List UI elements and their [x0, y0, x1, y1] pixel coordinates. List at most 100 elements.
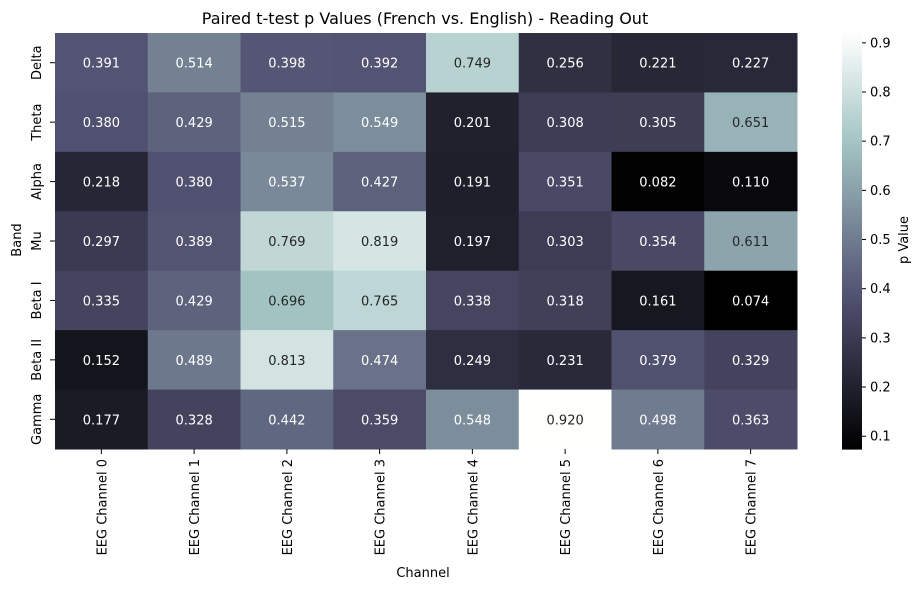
cell-value-label: 0.398: [268, 57, 305, 72]
colorbar-segment: [842, 272, 862, 275]
cell-value-label: 0.548: [454, 413, 491, 428]
colorbar-segment: [842, 82, 862, 86]
heatmap-cell: [147, 211, 241, 272]
heatmap-cell: [426, 389, 520, 450]
heatmap-cell: [147, 33, 241, 93]
heatmap-cell: [426, 330, 520, 391]
colorbar-segment: [842, 313, 862, 317]
colorbar-segment: [842, 93, 862, 96]
colorbar-label: p Value: [897, 216, 912, 264]
colorbar-segment: [842, 95, 862, 99]
colorbar-segment: [842, 151, 862, 155]
colorbar-segment: [842, 421, 862, 425]
heatmap-cell: [704, 270, 798, 331]
colorbar-segment: [842, 247, 862, 250]
heatmap-cell: [333, 389, 427, 450]
heatmap-cell: [333, 270, 427, 331]
colorbar-segment: [842, 103, 862, 107]
colorbar-segment: [842, 307, 862, 311]
colorbar-segment: [842, 245, 862, 248]
colorbar-segment: [842, 118, 862, 121]
heatmap-cell: [611, 330, 705, 391]
colorbar-segment: [842, 55, 862, 59]
colorbar-segment: [842, 432, 862, 436]
colorbar-segment: [842, 166, 862, 169]
colorbar-segment: [842, 274, 862, 277]
colorbar-segment: [842, 149, 862, 153]
heatmap-cell: [333, 330, 427, 391]
colorbar-segment: [842, 37, 862, 40]
heatmap-cell: [704, 92, 798, 153]
heatmap-cell: [147, 270, 241, 331]
heatmap-cell: [518, 270, 612, 331]
colorbar-segment: [842, 282, 862, 286]
colorbar-segment: [842, 322, 862, 325]
colorbar-segment: [842, 268, 862, 271]
colorbar-segment: [842, 130, 862, 134]
x-axis-label: Channel: [396, 566, 449, 581]
colorbar-segment: [842, 114, 862, 117]
heatmap-cell: [518, 92, 612, 153]
cell-value-label: 0.359: [361, 413, 398, 428]
colorbar-segment: [842, 297, 862, 300]
colorbar-segment: [842, 428, 862, 431]
colorbar-segment: [842, 324, 862, 327]
heatmap-cell: [704, 33, 798, 93]
heatmap-cell: [518, 389, 612, 450]
cell-value-label: 0.379: [639, 354, 676, 369]
colorbar-segment: [842, 216, 862, 219]
colorbar-segment: [842, 193, 862, 196]
heatmap-cell: [240, 389, 334, 450]
heatmap-cell: [240, 151, 334, 212]
colorbar-segment: [842, 91, 862, 94]
cell-value-label: 0.474: [361, 354, 398, 369]
colorbar-segment: [842, 168, 862, 171]
cell-value-label: 0.696: [268, 294, 305, 309]
heatmap-cell: [426, 33, 520, 93]
cell-value-label: 0.249: [454, 354, 491, 369]
colorbar-segment: [842, 374, 862, 377]
colorbar-segment: [842, 205, 862, 209]
colorbar-segment: [842, 376, 862, 379]
cell-value-label: 0.329: [732, 354, 769, 369]
colorbar-segment: [842, 392, 862, 396]
colorbar-segment: [842, 399, 862, 402]
colorbar-segment: [842, 64, 862, 67]
colorbar-segment: [842, 299, 862, 302]
y-tick-label: Beta I: [30, 281, 45, 319]
colorbar-segment: [842, 295, 862, 298]
colorbar-segment: [842, 72, 862, 76]
heatmap-cell: [55, 270, 149, 331]
x-tick-label: EEG Channel 6: [652, 459, 667, 555]
colorbar-segment: [842, 351, 862, 354]
heatmap-cell: [426, 211, 520, 272]
cell-value-label: 0.351: [547, 176, 584, 191]
cell-value-label: 0.391: [83, 57, 120, 72]
colorbar-segment: [842, 434, 862, 438]
colorbar-segment: [842, 444, 862, 448]
colorbar-segment: [842, 255, 862, 259]
heatmap-cells: 0.391 0.514 0.398 0.392 0.749 0.256 0.221 0.227…: [55, 33, 798, 450]
colorbar-segment: [842, 442, 862, 446]
cell-value-label: 0.308: [547, 116, 584, 131]
x-tick-label: EEG Channel 7: [745, 459, 760, 555]
cell-value-label: 0.221: [639, 57, 676, 72]
cell-value-label: 0.328: [176, 413, 213, 428]
colorbar-segment: [842, 249, 862, 252]
heatmap-cell: [611, 270, 705, 331]
colorbar-segment: [842, 403, 862, 406]
colorbar-segment: [842, 172, 862, 176]
heatmap-cell: [704, 211, 798, 272]
colorbar-segment: [842, 157, 862, 161]
colorbar-segment: [842, 128, 862, 132]
colorbar-segment: [842, 132, 862, 136]
colorbar-segment: [842, 41, 862, 44]
colorbar-segment: [842, 207, 862, 211]
colorbar-segment: [842, 311, 862, 315]
colorbar-segment: [842, 345, 862, 348]
colorbar-segment: [842, 220, 862, 223]
colorbar-segment: [842, 107, 862, 111]
heatmap-cell: [147, 330, 241, 391]
colorbar-segment: [842, 105, 862, 109]
x-tick-label: EEG Channel 1: [188, 459, 203, 555]
